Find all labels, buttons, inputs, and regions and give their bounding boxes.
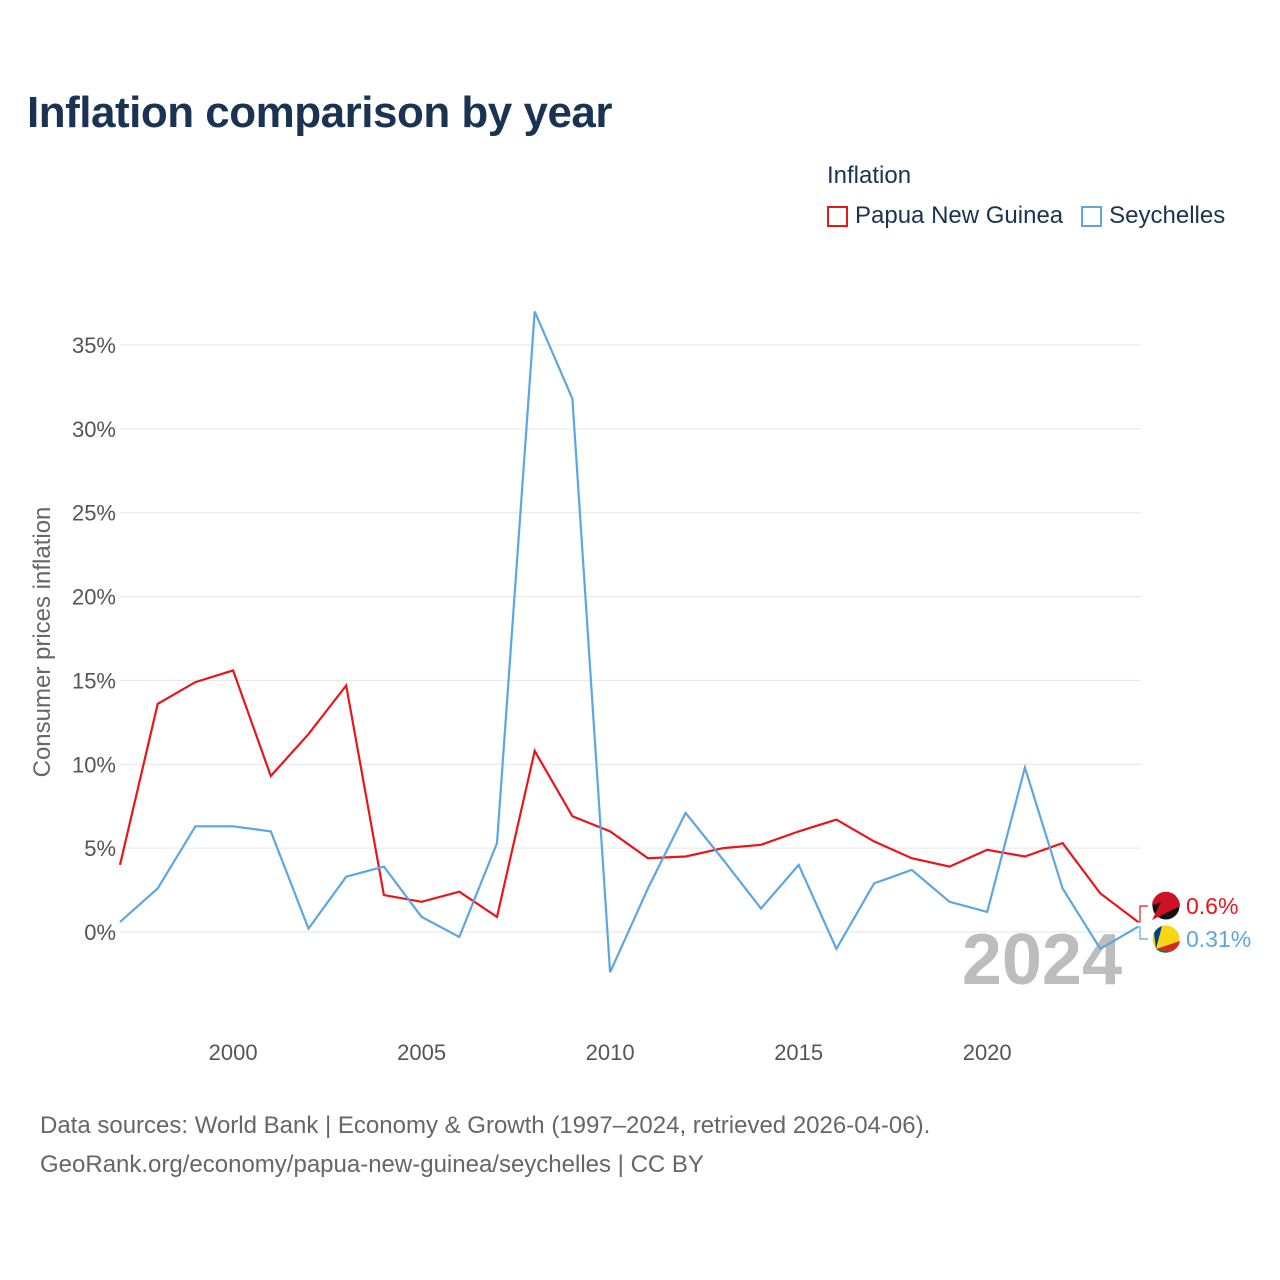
flag-red-part [1156,941,1180,952]
legend: Inflation Papua New Guinea Seychelles [827,162,1225,230]
end-value-label: 0.6% [1186,893,1238,919]
series-line-seychelles [119,311,1139,973]
y-tick-label: 10% [72,752,116,777]
x-tick-label: 2000 [209,1040,258,1065]
current-year-label: 2024 [962,920,1122,1000]
y-tick-label: 15% [72,668,116,693]
footer-sources: Data sources: World Bank | Economy & Gro… [40,1112,931,1139]
legend-swatch-papua-new-guinea [827,205,848,227]
legend-label-papua-new-guinea: Papua New Guinea [855,202,1064,229]
x-tick-label: 2010 [586,1040,635,1065]
footer: Data sources: World Bank | Economy & Gro… [40,1106,930,1184]
y-tick-label: 20% [72,585,116,610]
end-value-label: 0.31% [1186,926,1251,952]
y-axis-ticks: 0% 5% 10% 15% 20% 25% 30% 35% [72,333,116,945]
legend-item-papua-new-guinea[interactable]: Papua New Guinea [827,202,1063,230]
x-tick-label: 2020 [963,1040,1012,1065]
y-tick-label: 25% [72,501,116,526]
legend-item-seychelles[interactable]: Seychelles [1081,202,1225,230]
legend-swatch-seychelles [1081,205,1103,227]
chart-title: Inflation comparison by year [27,88,613,137]
gridlines [120,344,1141,933]
series-end-markers: 0.6% 0.31% [1138,891,1251,954]
end-connector [1138,905,1148,923]
x-tick-label: 2015 [774,1040,823,1065]
legend-label-seychelles: Seychelles [1109,202,1226,229]
flag-green-part [1156,949,1170,953]
y-tick-label: 30% [72,417,116,442]
footer-link[interactable]: GeoRank.org/economy/papua-new-guinea/sey… [40,1151,704,1178]
x-axis-ticks: 2000 2005 2010 2015 2020 [209,1040,1012,1065]
x-tick-label: 2005 [397,1040,446,1065]
series-lines [118,311,1139,973]
y-tick-label: 0% [84,920,116,945]
y-tick-label: 35% [72,333,116,358]
y-tick-label: 5% [84,836,116,861]
flag-red-part [1152,892,1180,920]
end-connector [1138,926,1148,940]
flag-blue-part [1154,926,1162,949]
series-line-papua-new-guinea [118,669,1139,923]
legend-title: Inflation [827,162,912,189]
y-axis-label: Consumer prices inflation [29,507,56,778]
